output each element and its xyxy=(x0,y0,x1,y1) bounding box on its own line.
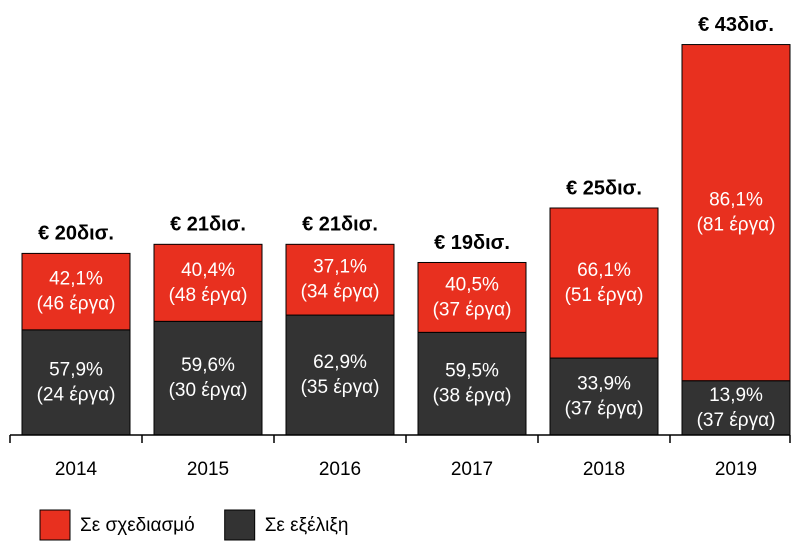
total-label: € 21δισ. xyxy=(170,214,246,236)
bar-segment xyxy=(549,357,659,436)
bar-segment xyxy=(549,207,659,359)
value-label: 13,9% xyxy=(709,385,763,406)
x-tick-label: 2016 xyxy=(319,459,361,480)
count-label: (81 έργα) xyxy=(697,215,776,236)
count-label: (46 έργα) xyxy=(37,294,116,315)
total-label: € 20δισ. xyxy=(38,223,114,245)
count-label: (37 έργα) xyxy=(433,299,512,320)
count-label: (30 έργα) xyxy=(169,380,248,401)
bar-segment xyxy=(21,252,131,331)
legend-swatch xyxy=(39,509,71,541)
bar-segment xyxy=(417,331,527,436)
value-label: 57,9% xyxy=(49,359,103,380)
count-label: (37 έργα) xyxy=(565,399,644,420)
bar-segment xyxy=(681,380,791,436)
legend-label: Σε σχεδιασμό xyxy=(80,515,195,536)
total-label: € 43δισ. xyxy=(698,14,774,36)
count-label: (48 έργα) xyxy=(169,285,248,306)
total-label: € 19δισ. xyxy=(434,232,510,254)
count-label: (38 έργα) xyxy=(433,386,512,407)
bar-segment xyxy=(417,261,527,333)
count-label: (35 έργα) xyxy=(301,377,380,398)
bar-segment xyxy=(21,329,131,436)
count-label: (51 έργα) xyxy=(565,285,644,306)
value-label: 40,4% xyxy=(181,260,235,281)
value-label: 86,1% xyxy=(709,190,763,211)
total-label: € 25δισ. xyxy=(566,177,642,199)
count-label: (34 έργα) xyxy=(301,282,380,303)
x-tick-label: 2014 xyxy=(55,459,98,480)
value-label: 62,9% xyxy=(313,352,367,373)
value-label: 66,1% xyxy=(577,260,631,281)
x-tick-label: 2015 xyxy=(187,459,229,480)
legend-label: Σε εξέλιξη xyxy=(265,515,349,536)
total-label: € 21δισ. xyxy=(302,214,378,236)
value-label: 40,5% xyxy=(445,274,499,295)
count-label: (37 έργα) xyxy=(697,410,776,431)
count-label: (24 έργα) xyxy=(37,384,116,405)
value-label: 59,5% xyxy=(445,361,499,382)
value-label: 33,9% xyxy=(577,374,631,395)
x-tick-label: 2019 xyxy=(715,459,757,480)
bar-segment xyxy=(285,243,395,316)
legend-swatch xyxy=(224,509,256,541)
bar-segment xyxy=(285,314,395,436)
x-tick-label: 2018 xyxy=(583,459,625,480)
bar-segment xyxy=(153,243,263,322)
bar-segment xyxy=(681,44,791,382)
x-tick-label: 2017 xyxy=(451,459,493,480)
value-label: 42,1% xyxy=(49,269,103,290)
value-label: 37,1% xyxy=(313,257,367,278)
bar-segment xyxy=(153,320,263,436)
value-label: 59,6% xyxy=(181,355,235,376)
